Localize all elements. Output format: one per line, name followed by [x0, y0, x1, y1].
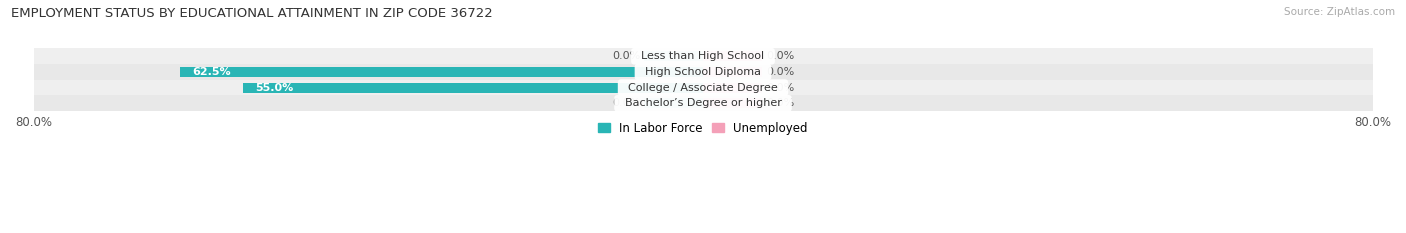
Bar	[703, 51, 762, 61]
Text: 0.0%: 0.0%	[766, 51, 794, 61]
Text: College / Associate Degree: College / Associate Degree	[621, 83, 785, 93]
Text: Source: ZipAtlas.com: Source: ZipAtlas.com	[1284, 7, 1395, 17]
Text: 0.0%: 0.0%	[766, 67, 794, 77]
Text: Bachelor’s Degree or higher: Bachelor’s Degree or higher	[617, 98, 789, 108]
Text: 0.0%: 0.0%	[612, 98, 640, 108]
Bar	[703, 83, 762, 93]
Bar	[644, 51, 703, 61]
Text: 0.0%: 0.0%	[766, 98, 794, 108]
Text: 0.0%: 0.0%	[612, 51, 640, 61]
Bar	[34, 80, 1372, 96]
Text: Less than High School: Less than High School	[634, 51, 772, 61]
Legend: In Labor Force, Unemployed: In Labor Force, Unemployed	[593, 117, 813, 140]
Text: 62.5%: 62.5%	[193, 67, 231, 77]
Bar	[703, 67, 762, 77]
Bar	[243, 83, 703, 93]
Bar	[34, 64, 1372, 80]
Bar	[34, 48, 1372, 64]
Text: 0.0%: 0.0%	[766, 83, 794, 93]
Bar	[34, 96, 1372, 111]
Text: High School Diploma: High School Diploma	[638, 67, 768, 77]
Bar	[644, 99, 703, 108]
Bar	[180, 67, 703, 77]
Text: 55.0%: 55.0%	[256, 83, 294, 93]
Text: EMPLOYMENT STATUS BY EDUCATIONAL ATTAINMENT IN ZIP CODE 36722: EMPLOYMENT STATUS BY EDUCATIONAL ATTAINM…	[11, 7, 494, 20]
Bar	[703, 99, 762, 108]
